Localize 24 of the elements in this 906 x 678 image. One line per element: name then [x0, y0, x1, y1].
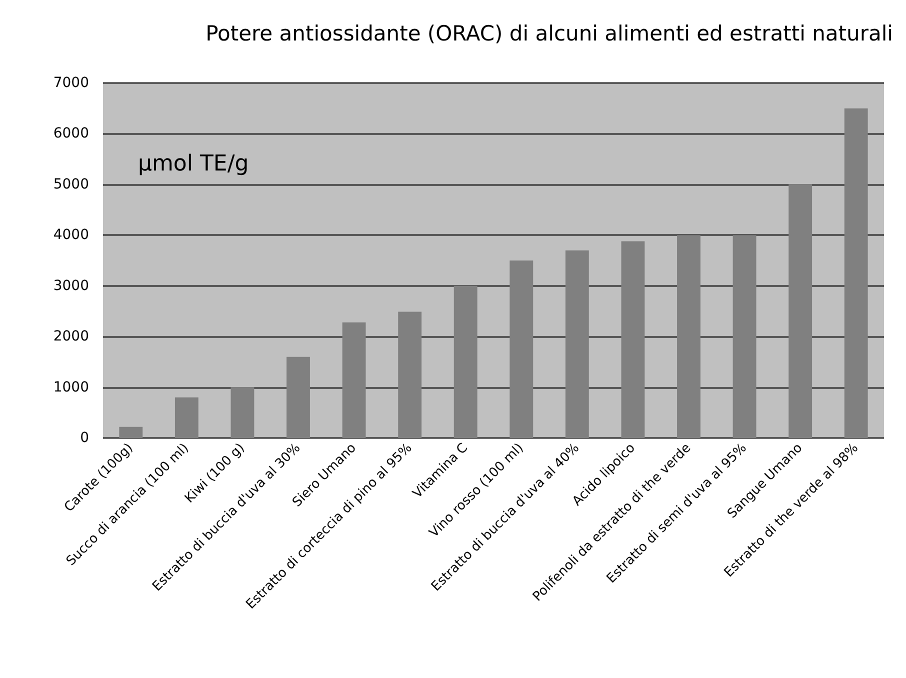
chart-title: Potere antiossidante (ORAC) di alcuni alimenti ed estratti naturali: [206, 22, 893, 46]
y-axis-title: µmol TE/g: [138, 152, 249, 176]
bar: [286, 356, 310, 438]
y-tick-label: 1000: [53, 379, 89, 396]
bar: [732, 235, 756, 438]
bar: [788, 184, 812, 438]
bar: [398, 312, 422, 438]
y-tick-label: 2000: [53, 328, 89, 345]
bar: [677, 235, 700, 438]
bar: [510, 260, 534, 438]
y-tick-label: 3000: [53, 278, 89, 294]
bar: [565, 250, 589, 438]
bar: [174, 397, 198, 438]
y-tick-label: 6000: [53, 126, 89, 142]
y-tick-label: 4000: [53, 227, 89, 244]
bar: [119, 426, 143, 438]
bar: [230, 387, 254, 438]
bar: [342, 322, 366, 438]
y-tick-label: 7000: [53, 75, 89, 91]
y-tick-label: 0: [80, 430, 89, 446]
y-tick-label: 5000: [53, 176, 89, 192]
bar: [621, 241, 645, 438]
bar: [844, 108, 868, 438]
bar: [454, 286, 478, 438]
